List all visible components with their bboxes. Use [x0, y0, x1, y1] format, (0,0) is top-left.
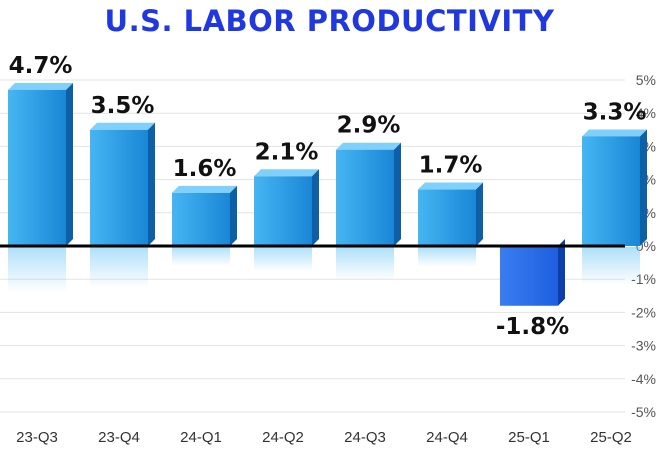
bar-front-face: [418, 189, 476, 246]
bar-top-face: [8, 82, 73, 90]
bar: [8, 82, 73, 247]
data-label: 1.7%: [419, 153, 483, 179]
data-label: 2.1%: [255, 139, 319, 165]
bar-side-face: [476, 182, 483, 246]
x-category-label: 25-Q1: [508, 429, 550, 446]
data-label: 4.7%: [9, 53, 73, 79]
bar-front-face: [582, 136, 640, 246]
bar-front-face: [8, 89, 66, 247]
bar: [500, 239, 565, 306]
data-label: 1.6%: [173, 156, 237, 182]
y-tick-label: -4%: [631, 371, 656, 387]
bar-reflection: [8, 247, 66, 292]
bar-side-face: [558, 239, 565, 306]
x-category-label: 23-Q3: [16, 429, 58, 446]
data-label: -1.8%: [496, 314, 569, 340]
x-category-label: 24-Q4: [426, 429, 468, 446]
bar: [254, 169, 319, 246]
bar-reflection: [254, 247, 312, 272]
y-tick-label: 4%: [636, 105, 656, 121]
bar-front-face: [254, 176, 312, 246]
y-tick-label: -3%: [631, 338, 656, 354]
bar-top-face: [418, 182, 483, 190]
bar-reflection: [418, 247, 476, 267]
data-label: 3.3%: [583, 99, 647, 125]
x-category-label: 24-Q2: [262, 429, 304, 446]
bar-side-face: [312, 169, 319, 246]
bar-top-face: [90, 122, 155, 130]
bar-front-face: [172, 192, 230, 246]
bar-reflection: [172, 247, 230, 266]
bar-side-face: [148, 122, 155, 246]
bar-side-face: [230, 185, 237, 246]
x-category-label: 23-Q4: [98, 429, 140, 446]
x-category-label: 24-Q3: [344, 429, 386, 446]
data-label: 3.5%: [91, 93, 155, 119]
bar-top-face: [172, 185, 237, 193]
y-tick-label: -5%: [631, 404, 656, 420]
bar-top-face: [254, 169, 319, 177]
bar: [418, 182, 483, 246]
bar-side-face: [640, 129, 647, 246]
bar: [172, 185, 237, 246]
data-label: 2.9%: [337, 113, 401, 139]
y-tick-label: -2%: [631, 304, 656, 320]
bar-reflection: [90, 247, 148, 288]
bar: [336, 142, 401, 246]
bar-top-face: [582, 129, 647, 137]
chart-title: U.S. LABOR PRODUCTIVITY: [104, 4, 555, 38]
x-category-label: 25-Q2: [590, 429, 632, 446]
bar-top-face: [336, 142, 401, 150]
bar-side-face: [66, 82, 73, 247]
bar-front-face: [500, 246, 558, 306]
x-category-label: 24-Q1: [180, 429, 222, 446]
bar-reflection: [582, 247, 640, 286]
bar: [90, 122, 155, 246]
bar-side-face: [394, 142, 401, 246]
bar-front-face: [336, 149, 394, 246]
bar: [582, 129, 647, 246]
bar-reflection: [336, 247, 394, 281]
bar-front-face: [90, 129, 148, 246]
y-tick-label: 5%: [636, 72, 656, 88]
